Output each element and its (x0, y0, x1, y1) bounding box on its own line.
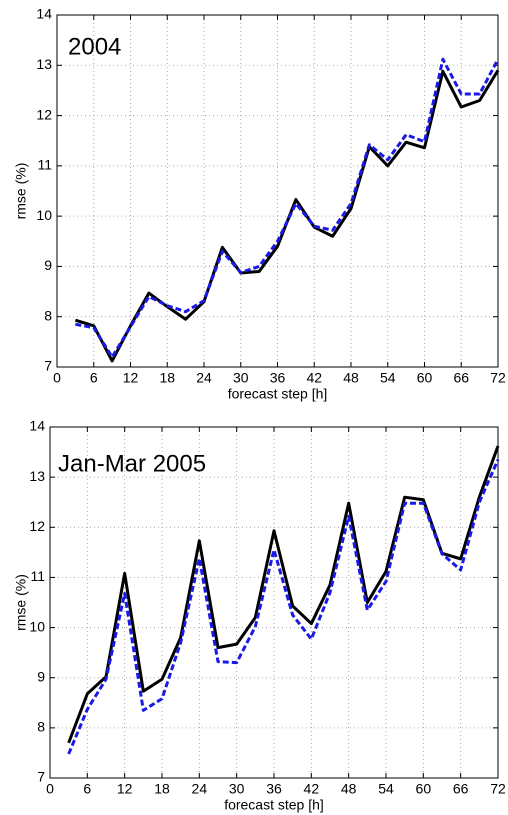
x-tick-label: 6 (90, 370, 98, 386)
x-tick-label: 72 (490, 781, 506, 797)
y-tick-label: 13 (36, 56, 52, 72)
x-tick-label: 18 (159, 370, 175, 386)
x-tick-label: 36 (266, 781, 282, 797)
series-line (67, 458, 500, 755)
y-tick-label: 7 (44, 358, 52, 374)
x-tick-label: 24 (196, 370, 212, 386)
y-tick-label: 12 (36, 106, 52, 122)
x-tick-label: 60 (416, 781, 432, 797)
y-axis-label: rmse (%) (13, 574, 29, 631)
x-tick-label: 0 (46, 781, 54, 797)
x-tick-label: 54 (378, 781, 394, 797)
x-tick-label: 66 (453, 370, 469, 386)
y-tick-label: 8 (37, 719, 45, 735)
x-tick-label: 48 (343, 370, 359, 386)
x-tick-label: 24 (192, 781, 208, 797)
x-tick-label: 0 (53, 370, 61, 386)
axes-frame (49, 426, 499, 779)
y-tick-label: 11 (37, 157, 52, 173)
y-tick-label: 7 (37, 769, 45, 785)
y-tick-label: 13 (29, 468, 45, 484)
x-tick-label: 42 (306, 370, 322, 386)
x-tick-label: 12 (117, 781, 133, 797)
x-tick-label: 30 (233, 370, 249, 386)
y-tick-label: 10 (36, 207, 52, 223)
annotation: Jan-Mar 2005 (58, 450, 206, 477)
y-tick-label: 9 (37, 668, 45, 684)
y-tick-label: 9 (44, 257, 52, 273)
x-tick-label: 66 (453, 781, 469, 797)
x-tick-label: 54 (380, 370, 396, 386)
y-tick-label: 14 (36, 6, 52, 22)
annotation: 2004 (68, 33, 121, 60)
x-tick-label: 18 (154, 781, 170, 797)
x-tick-label: 30 (229, 781, 245, 797)
x-tick-label: 48 (341, 781, 357, 797)
x-axis-label: forecast step [h] (224, 797, 324, 813)
y-tick-label: 11 (30, 568, 45, 584)
y-tick-label: 12 (29, 518, 45, 534)
series-line (75, 57, 500, 359)
x-axis-label: forecast step [h] (228, 386, 328, 402)
y-axis-label: rmse (%) (13, 163, 29, 220)
x-tick-label: 60 (417, 370, 433, 386)
x-tick-label: 72 (490, 370, 506, 386)
x-tick-label: 36 (270, 370, 286, 386)
x-tick-label: 12 (123, 370, 139, 386)
x-tick-label: 6 (83, 781, 91, 797)
y-tick-label: 8 (44, 307, 52, 323)
y-tick-label: 14 (29, 418, 45, 434)
y-tick-label: 10 (29, 618, 45, 634)
axes-frame (56, 14, 499, 368)
x-tick-label: 42 (304, 781, 320, 797)
